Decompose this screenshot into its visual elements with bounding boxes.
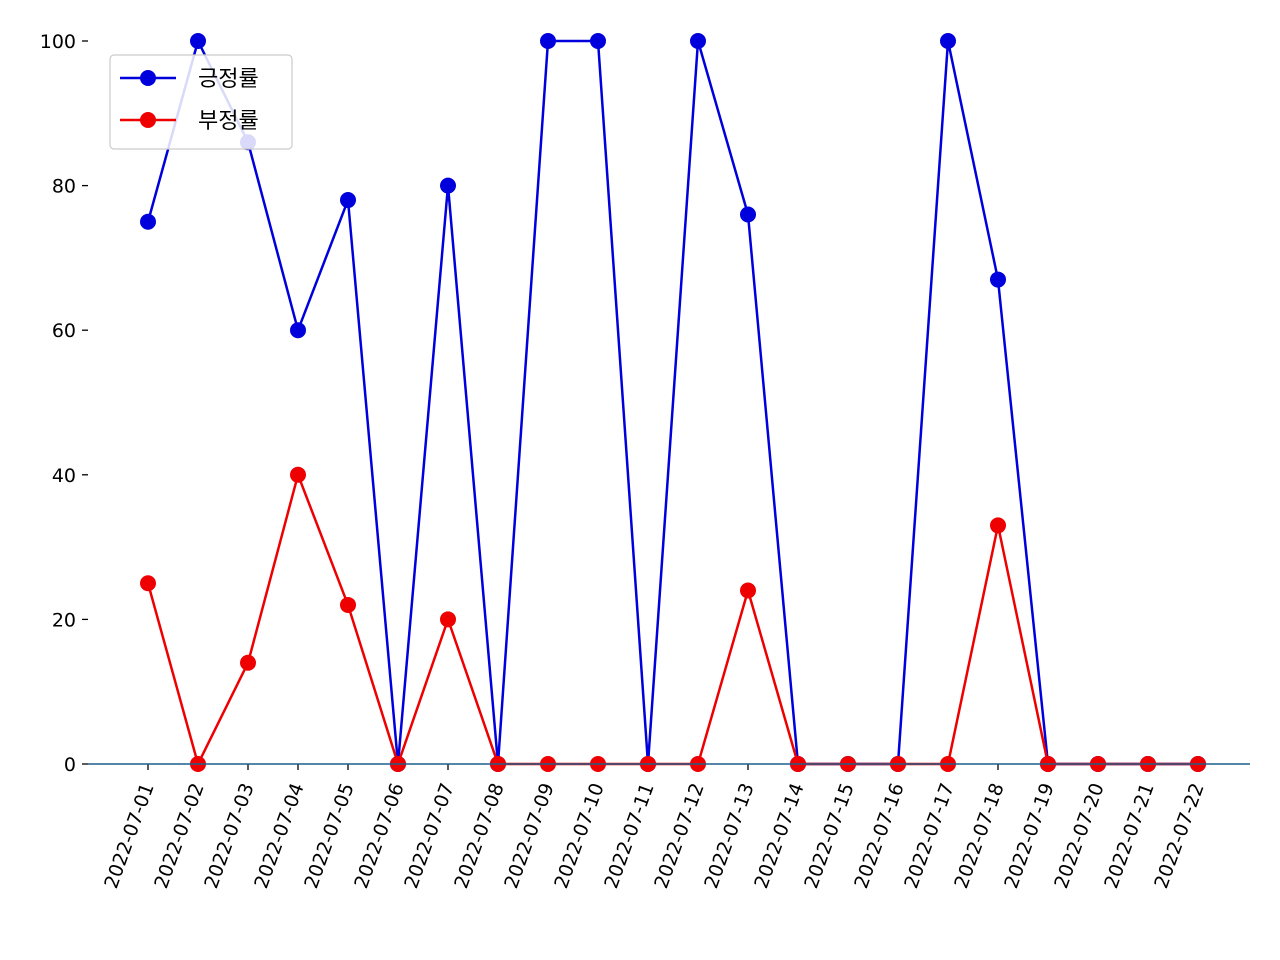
x-tick-label: 2022-07-13 — [700, 780, 758, 891]
legend-marker-positive — [140, 70, 156, 86]
x-tick-label: 2022-07-17 — [900, 780, 958, 891]
x-tick-label: 2022-07-20 — [1050, 780, 1108, 891]
x-tick-label: 2022-07-01 — [100, 780, 158, 891]
y-tick-label: 20 — [52, 609, 76, 631]
y-tick-label: 40 — [52, 465, 76, 487]
x-tick-label: 2022-07-21 — [1100, 780, 1158, 891]
x-tick-label: 2022-07-10 — [550, 780, 608, 891]
y-tick-label: 0 — [64, 754, 76, 776]
x-tick-label: 2022-07-22 — [1150, 780, 1208, 891]
x-tick-label: 2022-07-14 — [750, 780, 808, 891]
data-point-positive — [740, 206, 756, 223]
series-line-positive — [146, 39, 1198, 766]
data-point-positive — [690, 33, 706, 49]
data-point-negative — [440, 611, 456, 628]
x-tick-label: 2022-07-12 — [650, 780, 708, 891]
series-line-negative — [146, 473, 1198, 766]
x-tick-label: 2022-07-08 — [450, 780, 508, 891]
data-point-negative — [340, 596, 356, 613]
x-tick-label: 2022-07-16 — [850, 780, 908, 891]
data-point-negative — [990, 517, 1006, 534]
x-tick-label: 2022-07-09 — [500, 780, 558, 891]
data-point-negative — [140, 575, 156, 592]
legend-entry-positive: 긍정률 — [120, 67, 259, 92]
data-point-positive — [540, 33, 556, 49]
x-tick-label: 2022-07-15 — [800, 780, 858, 891]
plot-area — [88, 33, 1250, 772]
data-point-negative — [740, 582, 756, 599]
data-point-positive — [940, 33, 956, 49]
data-point-positive — [190, 33, 206, 49]
data-point-negative — [240, 654, 256, 671]
x-tick-label: 2022-07-11 — [600, 780, 658, 891]
legend-label-positive: 긍정률 — [198, 67, 259, 92]
y-tick-label: 60 — [52, 320, 76, 342]
legend-label-negative: 부정률 — [198, 109, 259, 134]
x-tick-label: 2022-07-03 — [200, 780, 258, 891]
x-tick-label: 2022-07-05 — [300, 780, 358, 891]
y-tick-label: 80 — [52, 176, 76, 198]
axes: 0204060801002022-07-012022-07-022022-07-… — [40, 31, 1209, 891]
legend-marker-negative — [140, 112, 156, 128]
x-tick-label: 2022-07-19 — [1000, 780, 1058, 891]
data-point-positive — [990, 271, 1006, 288]
x-tick-label: 2022-07-06 — [350, 780, 408, 891]
x-tick-label: 2022-07-07 — [400, 780, 458, 891]
data-point-negative — [290, 466, 306, 483]
legend-entry-negative: 부정률 — [120, 109, 259, 134]
legend: 긍정률 부정률 — [109, 54, 293, 150]
x-tick-label: 2022-07-02 — [150, 780, 208, 891]
y-tick-label: 100 — [40, 31, 76, 53]
data-point-positive — [140, 213, 156, 230]
data-point-positive — [340, 192, 356, 209]
data-point-positive — [590, 33, 606, 49]
x-tick-label: 2022-07-18 — [950, 780, 1008, 891]
x-tick-label: 2022-07-04 — [250, 780, 308, 891]
data-point-positive — [290, 322, 306, 339]
data-point-positive — [440, 177, 456, 194]
